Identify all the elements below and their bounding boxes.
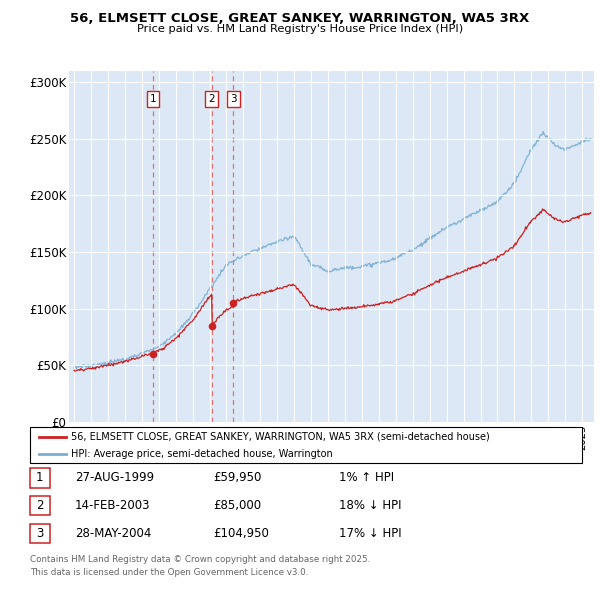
Text: 2: 2 [36, 499, 44, 512]
Text: 1: 1 [36, 471, 44, 484]
Text: 2: 2 [208, 94, 215, 104]
Text: This data is licensed under the Open Government Licence v3.0.: This data is licensed under the Open Gov… [30, 568, 308, 577]
Text: 1% ↑ HPI: 1% ↑ HPI [339, 471, 394, 484]
Text: 56, ELMSETT CLOSE, GREAT SANKEY, WARRINGTON, WA5 3RX (semi-detached house): 56, ELMSETT CLOSE, GREAT SANKEY, WARRING… [71, 432, 490, 442]
Text: 1: 1 [149, 94, 156, 104]
Text: Contains HM Land Registry data © Crown copyright and database right 2025.: Contains HM Land Registry data © Crown c… [30, 555, 370, 564]
Text: HPI: Average price, semi-detached house, Warrington: HPI: Average price, semi-detached house,… [71, 449, 332, 459]
Text: £104,950: £104,950 [213, 527, 269, 540]
Text: 56, ELMSETT CLOSE, GREAT SANKEY, WARRINGTON, WA5 3RX: 56, ELMSETT CLOSE, GREAT SANKEY, WARRING… [70, 12, 530, 25]
Text: 18% ↓ HPI: 18% ↓ HPI [339, 499, 401, 512]
Text: 14-FEB-2003: 14-FEB-2003 [75, 499, 151, 512]
Text: 27-AUG-1999: 27-AUG-1999 [75, 471, 154, 484]
Text: 17% ↓ HPI: 17% ↓ HPI [339, 527, 401, 540]
Text: £59,950: £59,950 [213, 471, 262, 484]
Text: 3: 3 [36, 527, 44, 540]
Text: £85,000: £85,000 [213, 499, 261, 512]
Text: Price paid vs. HM Land Registry's House Price Index (HPI): Price paid vs. HM Land Registry's House … [137, 24, 463, 34]
Text: 28-MAY-2004: 28-MAY-2004 [75, 527, 151, 540]
Text: 3: 3 [230, 94, 237, 104]
